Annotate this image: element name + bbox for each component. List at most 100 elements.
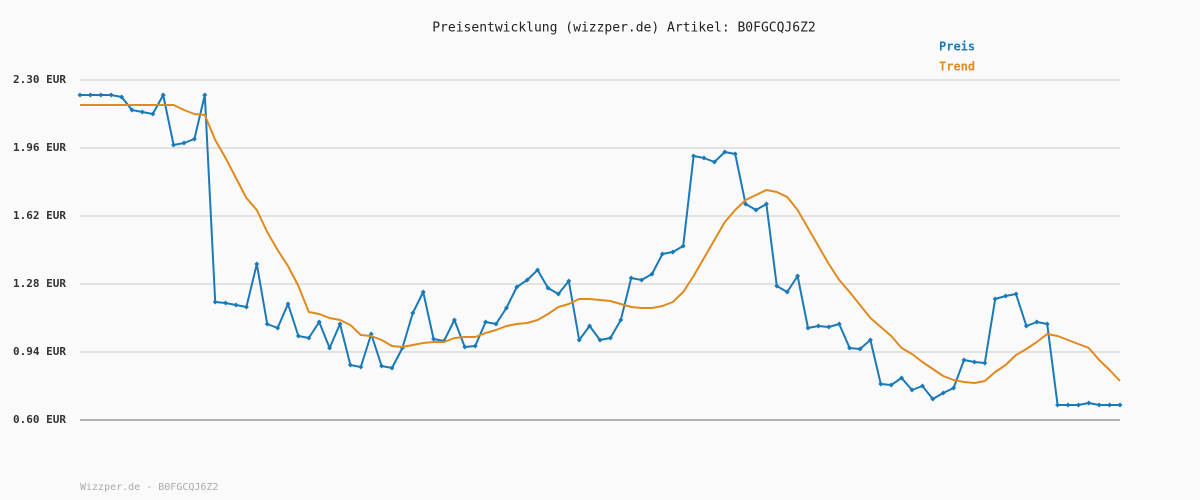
y-tick-label: 2.30 EUR [13,73,66,86]
point [87,92,93,98]
point [670,249,676,255]
point [1034,319,1040,325]
point [181,140,187,146]
point [888,382,894,388]
point [420,289,426,295]
point [483,319,489,325]
point [472,343,478,349]
point [77,92,83,98]
point [202,92,208,98]
point [576,337,582,343]
point [899,375,905,381]
point [337,321,343,327]
point [774,283,780,289]
point [1096,402,1102,408]
point [451,317,457,323]
point [711,159,717,165]
point [826,324,832,330]
point [961,357,967,363]
point [285,301,291,307]
point [535,267,541,273]
point [462,344,468,350]
point [233,302,239,308]
point [951,385,957,391]
point [659,251,665,257]
legend-label: Preis [939,40,975,54]
point [722,149,728,155]
legend-label: Trend [939,60,975,74]
point [98,92,104,98]
point [836,321,842,327]
point [805,325,811,331]
point [992,296,998,302]
point [607,335,613,341]
point [909,387,915,393]
point [306,335,312,341]
point [191,136,197,142]
y-tick-label: 1.62 EUR [13,209,66,222]
point [171,142,177,148]
point [503,305,509,311]
point [545,285,551,291]
point [119,94,125,100]
point [649,271,655,277]
point [243,304,249,310]
y-tick-label: 0.60 EUR [13,413,66,426]
point [327,345,333,351]
point [753,207,759,213]
point [1003,293,1009,299]
point [587,323,593,329]
point [493,321,499,327]
point [1055,402,1061,408]
point [524,277,530,283]
point [254,261,260,267]
y-tick-label: 0.94 EUR [13,345,66,358]
point [1107,402,1113,408]
point [1117,402,1123,408]
point [1044,321,1050,327]
point [150,111,156,117]
point [919,383,925,389]
point [264,321,270,327]
point [139,109,145,115]
point [1013,291,1019,297]
point [223,300,229,306]
point [212,299,218,305]
point [930,396,936,402]
series-line [80,104,1121,384]
y-tick-label: 1.96 EUR [13,141,66,154]
point [389,365,395,371]
chart-title: Preisentwicklung (wizzper.de) Artikel: B… [432,21,816,36]
point [1075,402,1081,408]
point [275,325,281,331]
point [701,155,707,161]
point [763,201,769,207]
point [295,333,301,339]
point [857,346,863,352]
point [566,278,572,284]
point [410,310,416,316]
point [680,243,686,249]
point [597,337,603,343]
point [514,284,520,290]
point [1086,400,1092,406]
point [878,381,884,387]
point [847,345,853,351]
point [940,390,946,396]
point [431,336,437,342]
point [867,337,873,343]
point [379,363,385,369]
point [160,92,166,98]
point [358,364,364,370]
point [971,359,977,365]
point [795,273,801,279]
footer: Wizzper.de - B0FGCQJ6Z2 [80,482,218,493]
point [555,291,561,297]
point [1023,323,1029,329]
point [347,362,353,368]
y-tick-label: 1.28 EUR [13,277,66,290]
point [784,289,790,295]
point [129,107,135,113]
point [618,317,624,323]
